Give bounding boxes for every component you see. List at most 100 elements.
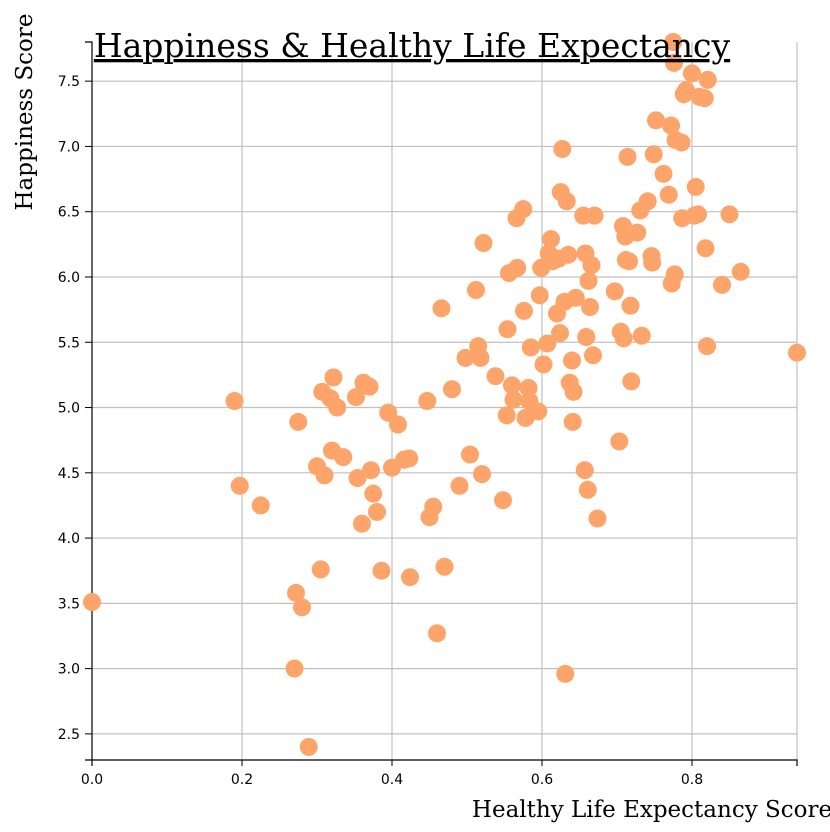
data-point [514,200,533,219]
data-point [353,514,371,533]
data-point [508,258,527,277]
data-point [334,448,353,467]
data-point [788,343,806,362]
x-tick-label: 0.6 [531,772,553,788]
y-tick-label: 7.5 [58,74,80,90]
data-point [644,145,663,164]
y-axis-title: Happiness Score [12,13,38,210]
data-point [638,192,657,211]
y-tick-label: 5.0 [58,401,80,417]
x-axis-title: Healthy Life Expectancy Score [472,797,830,823]
data-point [328,398,347,417]
data-point [614,329,633,348]
y-tick-label: 4.0 [58,531,80,547]
data-point [289,412,308,431]
data-point [621,296,640,315]
data-point [521,338,540,357]
data-point [287,583,305,602]
data-points [83,33,806,756]
data-point [435,557,454,576]
data-point [677,81,695,100]
data-point [643,253,662,272]
data-point [665,265,684,284]
y-axis-line [85,41,93,761]
data-point [585,206,604,225]
data-point [584,346,602,365]
data-point [467,281,485,300]
data-point [515,301,533,320]
data-point [471,348,490,367]
y-tick-label: 6.0 [58,270,80,286]
data-point [299,737,318,756]
data-point [450,476,469,495]
data-point [579,271,598,290]
data-point [556,664,575,683]
data-point [659,185,678,204]
data-point [564,382,583,401]
data-point [647,111,665,130]
data-point [494,491,512,510]
data-point [315,466,334,485]
data-point [553,140,572,159]
chart-title: Happiness & Healthy Life Expectancy [94,26,731,65]
data-point [230,476,249,495]
data-point [654,164,673,183]
data-point [672,133,691,152]
data-point [486,367,505,386]
data-point [360,377,379,396]
data-point [662,116,680,135]
data-point [418,392,437,410]
x-tick-label: 0.4 [381,772,403,788]
axes: 0.0 0.2 0.4 0.6 0.8 2.5 3.0 3.5 4.0 4.5 5.0 5.5 6.0 6… [58,41,798,788]
y-tick-label: 4.5 [58,466,80,482]
data-point [696,239,715,258]
data-point [474,234,493,253]
data-point [362,461,380,480]
x-tick-label: 0.8 [681,772,703,788]
data-point [293,598,311,617]
data-point [628,223,647,242]
data-point [559,245,578,264]
data-point [582,256,601,275]
data-point [683,64,701,83]
data-point [622,372,641,391]
y-tick-label: 6.5 [58,205,80,221]
data-point [632,326,651,345]
data-point [577,328,596,347]
x-tick-label: 0.0 [81,772,103,788]
data-point [665,53,683,72]
data-point [311,560,330,579]
data-point [83,593,101,612]
data-point [538,334,557,353]
data-point [473,465,491,484]
data-point [461,445,479,464]
x-tick-label: 0.2 [231,772,253,788]
data-point [610,432,629,451]
data-point [389,415,407,434]
data-point [285,659,304,678]
data-point [686,177,705,196]
data-point [563,351,581,370]
data-point [575,461,594,480]
data-point [372,561,391,580]
data-point [503,376,521,395]
data-point [348,469,367,488]
data-point [620,252,638,271]
data-point [563,412,582,431]
data-point [542,230,560,249]
data-point [443,380,461,399]
data-point [695,89,714,108]
data-point [498,320,517,339]
data-point [698,337,716,356]
data-point [713,275,731,294]
data-point [225,392,244,410]
data-point [456,348,475,367]
x-axis-line [91,759,798,766]
data-point [581,298,599,317]
data-point [432,299,451,318]
data-point [519,378,538,397]
data-point [529,402,548,421]
y-tick-label: 2.5 [58,727,80,743]
data-point [720,205,739,224]
